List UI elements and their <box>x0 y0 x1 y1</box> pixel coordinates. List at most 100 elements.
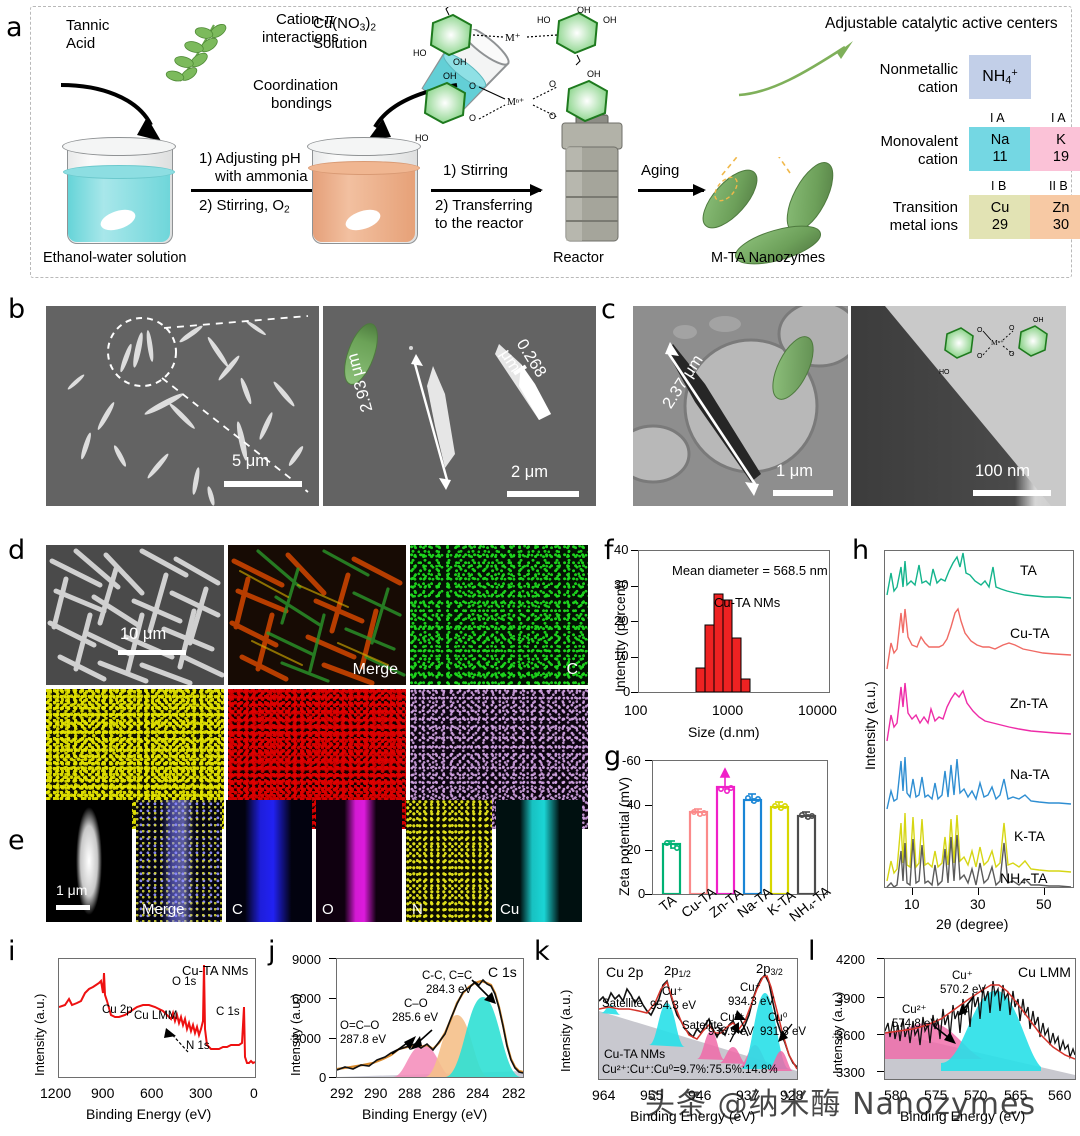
panel-l-ytick-mark-3600 <box>877 1034 884 1036</box>
panel-k-cu2-energy: 936.9 eV <box>708 1026 755 1038</box>
eds-noise-cu-e <box>496 800 582 922</box>
panel-j-title: C 1s <box>488 964 517 980</box>
panel-k-ratio-text: Cu²⁺:Cu⁺:Cu⁰=9.7%:75.5%:14.8% <box>602 1064 778 1076</box>
coordination-title-1: Coordination <box>253 77 339 94</box>
panel-f-chart: 40 30 20 10 0 100 1000 10000 Size (d.nm)… <box>600 540 850 755</box>
panel-a-scheme: Tannic Acid Ethanol-water solution 1) Adj… <box>30 6 1080 278</box>
panel-k-xtick-946: 946 <box>688 1087 712 1103</box>
cu-nitrate-label: Cu(NO3)2 Solution <box>313 15 377 52</box>
reactor-label: Reactor <box>553 250 604 266</box>
panel-h-xtick-10: 10 <box>904 896 920 912</box>
step-2-line-2: 2) Transferring <box>435 197 533 214</box>
sem-overview-image: 5 μm <box>46 306 319 506</box>
group-cu: I B <box>991 179 1007 193</box>
panel-f-ytick-mark-10 <box>631 657 638 659</box>
row-monovalent-label: Monovalent cation <box>880 133 958 168</box>
panel-f-xtick-10000: 10000 <box>798 702 837 718</box>
scale-label-b-right: 2 μm <box>511 463 549 481</box>
panel-g-ytick-60: -60 <box>622 753 641 768</box>
panel-f-histogram <box>695 593 751 693</box>
panel-g-ytick-mark-0 <box>645 894 652 896</box>
panel-e-letter: e <box>8 825 25 856</box>
panel-j-ytick-mark-0 <box>329 1077 336 1079</box>
panel-g-ylabel: Zeta potential (mV) <box>616 776 632 896</box>
group-zn: II B <box>1049 179 1068 193</box>
eds-noise-o-e <box>316 800 402 922</box>
panel-b-letter: b <box>8 294 26 325</box>
eds-noise-c-e <box>226 800 312 922</box>
svg-text:O: O <box>469 81 476 91</box>
beaker-ethanol-water <box>62 137 176 244</box>
panel-k-xtick-937: 937 <box>736 1087 760 1103</box>
panel-h-series-nh4-ta: NH₄-TA <box>1000 870 1048 886</box>
eds-label-cu-e: Cu <box>500 901 520 918</box>
eds-noise-merge-e <box>136 800 222 922</box>
svg-text:O: O <box>549 79 556 89</box>
panel-l-ytick-3900: 3900 <box>836 991 865 1006</box>
panel-k-cu0-label: Cu⁰ <box>768 1012 788 1024</box>
eds-noise-c-d <box>410 545 588 685</box>
panel-h-ylabel: Intensity (a.u.) <box>862 681 878 770</box>
process-arrow-2 <box>431 184 543 196</box>
panel-l-xtick-570: 570 <box>964 1087 988 1103</box>
panel-l-ytick-4200: 4200 <box>836 952 865 967</box>
panel-g-ytick-mark-60 <box>645 760 652 762</box>
panel-i-peak-cu-lmm: Cu LMM <box>134 1010 178 1022</box>
panel-f-annotation-1: Mean diameter = 568.5 nm <box>672 563 828 578</box>
scale-bar-d <box>118 650 186 655</box>
panel-f-ytick-mark-30 <box>631 586 638 588</box>
step-1-line-1: 1) Adjusting pH <box>199 150 301 167</box>
panel-k-chart: Intensity (a.u.) Cu 2p 2p1/2 2p3/2 Satel… <box>540 950 810 1130</box>
panel-i-ylabel: Intensity (a.u.) <box>32 993 47 1076</box>
panel-h-xtick-mark-10 <box>912 888 914 895</box>
eds-map-o-e: O <box>316 800 402 922</box>
panel-j-xtick-286: 286 <box>432 1085 456 1101</box>
panel-j-ytick-9000: 9000 <box>292 952 321 967</box>
panel-h-series-ta: TA <box>1020 562 1037 578</box>
panel-k-pointers-icon <box>729 1010 793 1043</box>
tile-na: Na 11 <box>969 127 1031 171</box>
panel-f-annotation-2: Cu-TA NMs <box>714 595 781 610</box>
panel-l-xlabel: Binding Energy (eV) <box>900 1108 1026 1124</box>
panel-f-ytick-mark-20 <box>631 621 638 623</box>
panel-l-ytick-mark-4200 <box>877 958 884 960</box>
panel-f-letter: f <box>604 535 614 566</box>
panel-l-ytick-3300: 3300 <box>836 1065 865 1080</box>
row-nonmetallic-label: Nonmetallic cation <box>879 61 958 96</box>
eds-map-c-d: C <box>410 545 588 685</box>
panel-l-cu2-label: Cu²⁺ <box>902 1004 927 1016</box>
tile-zn-symbol: Zn <box>1052 200 1070 217</box>
panel-i-survey-trace <box>58 964 256 1065</box>
panel-i-peak-cu2p: Cu 2p <box>102 1004 133 1016</box>
panel-h-xlabel: 2θ (degree) <box>936 916 1009 932</box>
panel-h-xtick-mark-30 <box>978 888 980 895</box>
cation-pi-title-1: Cation-π <box>276 11 335 28</box>
panel-l-plot-area <box>884 958 1076 1080</box>
panel-i-cu-lmm-pointer-icon <box>164 1028 189 1053</box>
panel-k-ylabel: Intensity (a.u.) <box>558 989 573 1072</box>
svg-text:Mⁿ⁺: Mⁿ⁺ <box>991 338 1004 347</box>
panel-i-peak-c1s: C 1s <box>216 1006 240 1018</box>
scale-bar-b-right <box>507 491 579 497</box>
panel-j-ytick-mark-9000 <box>329 958 336 960</box>
tile-na-number: 11 <box>992 149 1008 165</box>
panel-f-ytick-0: 0 <box>623 684 631 699</box>
panel-j-c1s-fit <box>336 978 524 1077</box>
panel-i-chart: Intensity (a.u.) Cu-TA NMs Cu 2p Cu LMM … <box>14 950 269 1130</box>
panel-j-pointer-co-icon <box>410 1029 433 1050</box>
tem-image-left: 2.37 μm 1 μm <box>633 306 848 506</box>
tile-cu-symbol: Cu <box>990 200 1010 217</box>
panel-g-bars <box>661 767 817 896</box>
panel-i-peak-o1s: O 1s <box>172 976 197 988</box>
panel-j-xtick-288: 288 <box>398 1085 422 1101</box>
panel-l-xtick-565: 565 <box>1004 1087 1028 1103</box>
tile-cu: Cu 29 <box>969 195 1031 239</box>
panel-f-ytick-mark-0 <box>631 692 638 694</box>
panel-g-chart: -60 -40 -20 0 Zeta potential (mV) TA Cu-… <box>600 752 860 937</box>
panel-l-pointers-icon <box>933 995 975 1044</box>
panel-k-plot-area <box>598 958 798 1080</box>
panel-h-xtick-30: 30 <box>970 896 986 912</box>
panel-j-peak-cc-energy: 284.3 eV <box>426 984 473 996</box>
svg-text:OH: OH <box>577 7 591 15</box>
panel-i-peak-n1s: N 1s <box>186 1040 210 1052</box>
